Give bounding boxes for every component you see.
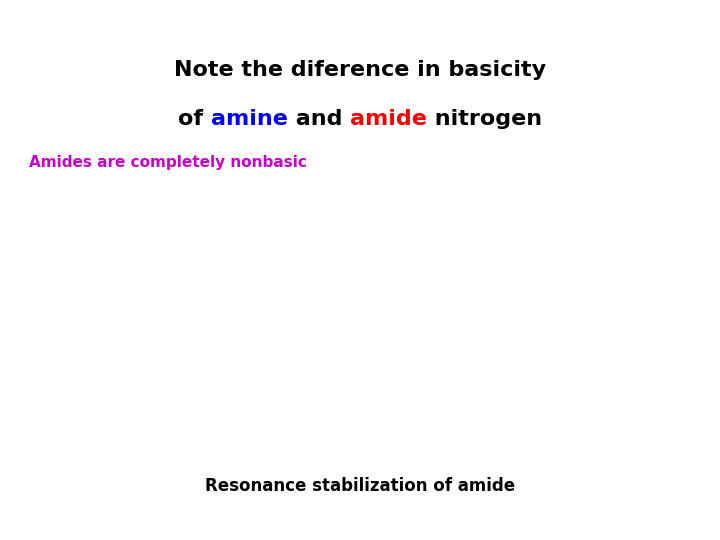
Text: Resonance stabilization of amide: Resonance stabilization of amide <box>205 477 515 495</box>
Text: Note the diference in basicity: Note the diference in basicity <box>174 60 546 80</box>
Text: amine: amine <box>211 109 288 129</box>
Text: amide: amide <box>350 109 427 129</box>
Text: nitrogen: nitrogen <box>427 109 542 129</box>
Text: and: and <box>288 109 350 129</box>
Text: Amides are completely nonbasic: Amides are completely nonbasic <box>29 154 307 170</box>
Text: of: of <box>178 109 211 129</box>
